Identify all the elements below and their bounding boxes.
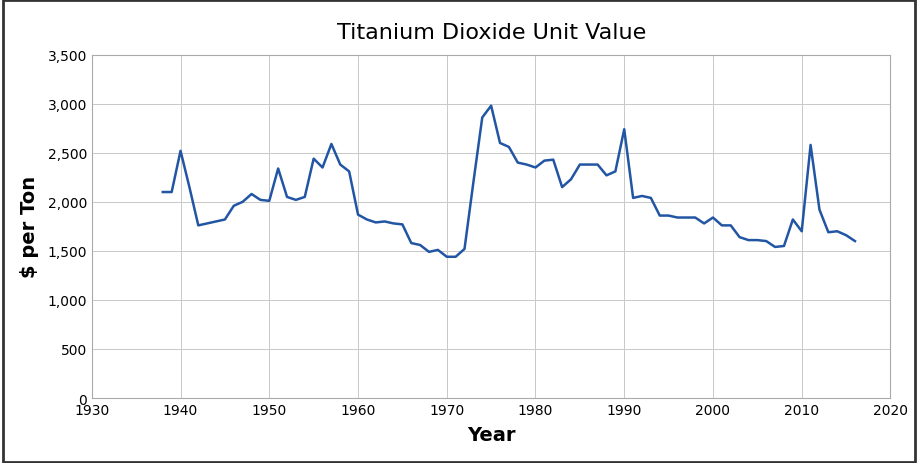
X-axis label: Year: Year bbox=[467, 425, 515, 444]
Title: Titanium Dioxide Unit Value: Titanium Dioxide Unit Value bbox=[337, 23, 645, 43]
Y-axis label: $ per Ton: $ per Ton bbox=[20, 176, 39, 278]
